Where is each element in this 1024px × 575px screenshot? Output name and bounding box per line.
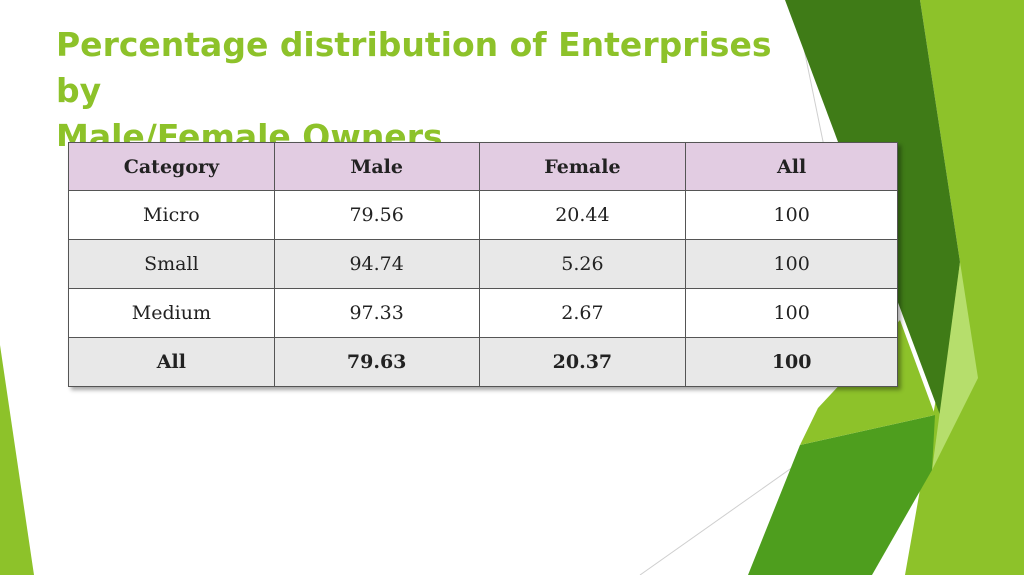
cell-male: 79.56 <box>273 190 480 240</box>
cell-category: Medium <box>68 288 275 338</box>
slide-title: Percentage distribution of Enterprises b… <box>56 22 816 146</box>
cell-male: 79.63 <box>273 337 480 387</box>
cell-all: 100 <box>685 288 898 338</box>
title-line-2: by <box>56 71 102 110</box>
deco-mid-green-shape <box>748 415 935 575</box>
cell-female: 20.37 <box>478 337 687 387</box>
header-category: Category <box>68 142 275 191</box>
title-line-1: Percentage distribution of Enterprises <box>56 25 772 64</box>
title-line-3: Male/Female Owners <box>56 117 443 146</box>
cell-category: Micro <box>68 190 275 240</box>
table-header-row: Category Male Female All <box>68 142 898 191</box>
cell-all: 100 <box>685 190 898 240</box>
deco-green-band <box>905 0 1024 575</box>
header-female: Female <box>478 142 687 191</box>
deco-left-sliver <box>0 345 34 575</box>
cell-all: 100 <box>685 337 898 387</box>
table-total-row: All 79.63 20.37 100 <box>68 337 898 387</box>
header-all: All <box>685 142 898 191</box>
deco-line <box>639 454 811 575</box>
cell-female: 5.26 <box>478 239 687 289</box>
cell-female: 2.67 <box>478 288 687 338</box>
cell-female: 20.44 <box>478 190 687 240</box>
table-row: Medium 97.33 2.67 100 <box>68 288 898 338</box>
deco-light-green-shape <box>932 262 978 470</box>
cell-all: 100 <box>685 239 898 289</box>
cell-male: 97.33 <box>273 288 480 338</box>
table-row: Small 94.74 5.26 100 <box>68 239 898 289</box>
cell-male: 94.74 <box>273 239 480 289</box>
distribution-table: Category Male Female All Micro 79.56 20.… <box>68 142 898 387</box>
distribution-table-container: Category Male Female All Micro 79.56 20.… <box>68 142 898 387</box>
cell-category: All <box>68 337 275 387</box>
cell-category: Small <box>68 239 275 289</box>
header-male: Male <box>273 142 480 191</box>
table-row: Micro 79.56 20.44 100 <box>68 190 898 240</box>
